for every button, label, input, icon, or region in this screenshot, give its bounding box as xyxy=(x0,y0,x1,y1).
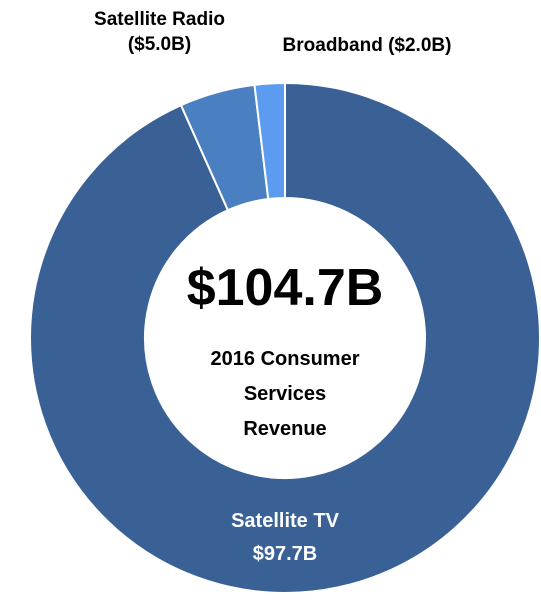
slice-label: Broadband ($2.0B) xyxy=(252,34,482,59)
value-label: ($2.0B) xyxy=(388,35,452,56)
value-label: ($5.0B) xyxy=(127,33,192,55)
slice xyxy=(253,81,286,201)
center-total: $104.7B xyxy=(186,259,384,317)
value-label: $97.7B xyxy=(252,543,318,565)
slice xyxy=(29,81,541,594)
center-subtitle: 2016 Consumer Services Revenue xyxy=(210,348,360,440)
category-label: Satellite Radio xyxy=(94,9,225,30)
slice-label: Satellite TV $97.7B xyxy=(185,505,385,571)
slice-label: Satellite Radio ($5.0B) xyxy=(92,8,227,57)
category-label: Satellite TV xyxy=(231,510,339,532)
category-label: Broadband xyxy=(282,35,383,56)
